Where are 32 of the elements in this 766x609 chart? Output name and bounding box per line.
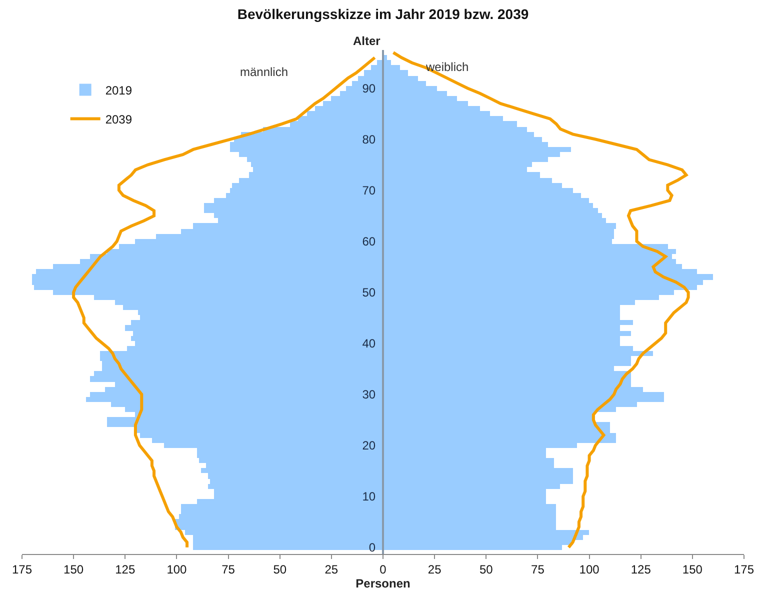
legend-label: 2039 (105, 112, 132, 126)
y-tick-label: 60 (362, 234, 376, 248)
x-tick-label: 25 (324, 562, 338, 576)
x-tick-label: 50 (479, 562, 494, 576)
annotation: weiblich (425, 60, 469, 74)
annotation: männlich (240, 65, 288, 79)
y-tick-label: 80 (362, 132, 376, 146)
y-tick-label: 40 (362, 336, 376, 351)
x-tick-label: 75 (222, 562, 236, 576)
x-tick-label: 100 (166, 562, 188, 576)
x-tick-label: 150 (682, 562, 703, 576)
y-tick-label: 30 (362, 388, 376, 402)
legend-label: 2019 (105, 83, 132, 98)
y-tick-label: 70 (362, 183, 376, 198)
x-tick-label: 150 (64, 562, 84, 576)
x-tick-label: 175 (12, 562, 32, 576)
x-tick-label: 175 (734, 562, 754, 576)
y-tick-label: 20 (362, 438, 376, 453)
x-tick-label: 125 (630, 562, 652, 576)
chart-title: Bevölkerungsskizze im Jahr 2019 bzw. 2039 (237, 6, 529, 22)
x-axis-title: Personen (356, 576, 410, 590)
x-tick-label: 75 (531, 562, 545, 576)
y-tick-label: 0 (368, 540, 376, 555)
x-tick-label: 50 (273, 562, 287, 576)
y-axis-title: Alter (353, 34, 381, 48)
x-tick-label: 100 (579, 562, 600, 576)
x-tick-label: 125 (115, 562, 136, 576)
x-tick-label: 0 (380, 562, 387, 576)
y-tick-label: 90 (362, 81, 376, 96)
x-tick-label: 25 (428, 562, 442, 576)
y-tick-label: 10 (362, 490, 376, 504)
y-tick-label: 50 (362, 286, 376, 300)
